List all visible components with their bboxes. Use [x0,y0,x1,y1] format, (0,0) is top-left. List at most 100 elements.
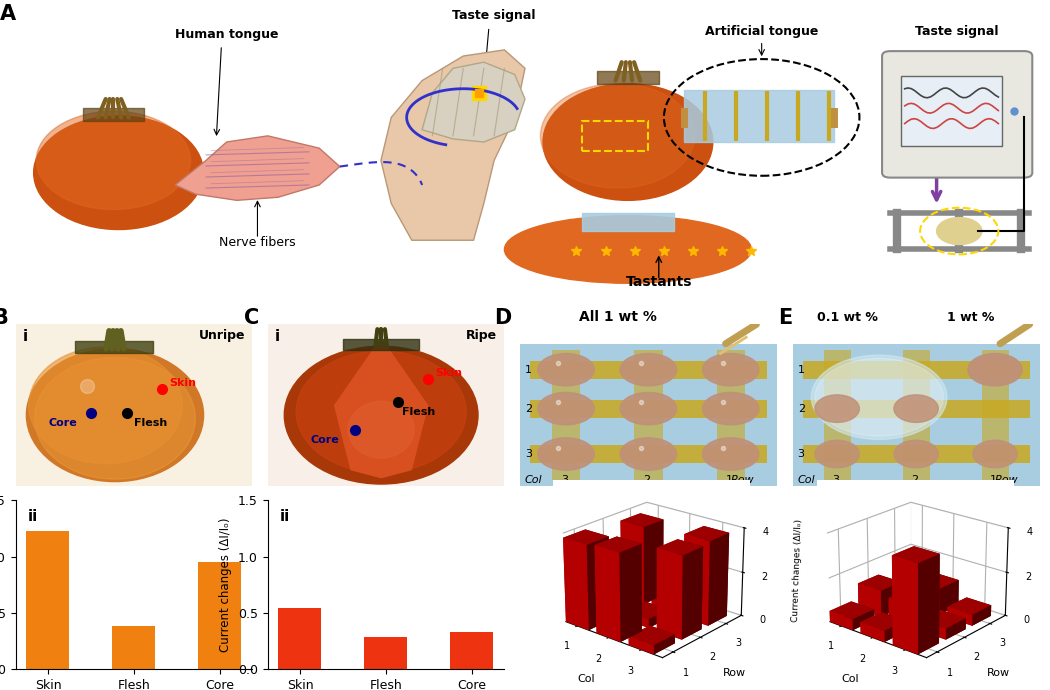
Text: All 1 wt %: All 1 wt % [579,310,656,324]
Text: Unripe: Unripe [198,329,245,342]
Ellipse shape [968,353,1023,386]
FancyBboxPatch shape [716,351,744,480]
Text: 3: 3 [561,475,568,485]
Ellipse shape [541,83,695,188]
Ellipse shape [702,353,759,386]
FancyBboxPatch shape [802,400,1030,417]
Ellipse shape [815,395,859,422]
Text: 1: 1 [990,475,998,485]
Ellipse shape [621,353,676,386]
FancyBboxPatch shape [634,351,663,480]
Text: 1: 1 [726,475,733,485]
Text: ii: ii [279,509,290,524]
Bar [112,627,155,669]
Text: Col: Col [525,475,543,485]
Text: E: E [778,308,792,328]
Polygon shape [381,50,525,240]
Text: 0.1 wt %: 0.1 wt % [817,311,878,324]
FancyBboxPatch shape [530,361,766,379]
Text: Ripe: Ripe [466,329,497,342]
FancyBboxPatch shape [901,77,1003,146]
FancyBboxPatch shape [16,324,252,486]
Text: Core: Core [48,418,78,428]
Text: Taste signal: Taste signal [453,9,536,22]
Polygon shape [175,136,340,200]
Polygon shape [422,62,525,142]
FancyBboxPatch shape [982,351,1009,480]
FancyBboxPatch shape [520,344,777,486]
FancyBboxPatch shape [903,351,929,480]
FancyBboxPatch shape [802,445,1030,463]
Ellipse shape [285,346,478,484]
Text: A: A [0,4,17,24]
Text: Row: Row [995,475,1018,485]
Bar [278,609,321,669]
Ellipse shape [26,348,204,482]
Text: Flesh: Flesh [134,418,167,428]
Text: Artificial tongue: Artificial tongue [705,25,818,37]
Ellipse shape [894,440,939,468]
Ellipse shape [36,111,191,210]
Text: 2: 2 [525,404,532,414]
FancyBboxPatch shape [823,351,851,480]
Text: 3: 3 [525,449,532,460]
X-axis label: Col: Col [842,673,859,684]
Text: i: i [23,329,28,344]
Text: C: C [244,308,259,328]
Text: Nerve fibers: Nerve fibers [219,237,296,249]
Text: Core: Core [311,435,339,444]
Text: 1: 1 [798,365,804,375]
FancyBboxPatch shape [552,351,581,480]
Text: B: B [0,308,8,328]
FancyBboxPatch shape [685,90,834,142]
Ellipse shape [538,353,594,386]
Ellipse shape [504,216,752,283]
Text: 1 wt %: 1 wt % [947,311,994,324]
Bar [198,562,242,669]
Ellipse shape [894,395,939,422]
Text: Row: Row [731,475,754,485]
Ellipse shape [812,355,947,440]
FancyBboxPatch shape [802,361,1030,379]
Text: 3: 3 [833,475,839,485]
FancyBboxPatch shape [530,445,766,463]
Circle shape [937,217,982,244]
FancyBboxPatch shape [582,213,674,231]
Ellipse shape [34,116,204,230]
Bar [364,637,407,669]
Y-axis label: Row: Row [986,668,1010,678]
Text: Tastants: Tastants [626,275,692,289]
Ellipse shape [348,402,414,458]
Bar [26,531,69,669]
Ellipse shape [538,438,594,471]
Text: Human tongue: Human tongue [175,28,278,41]
Ellipse shape [538,393,594,425]
Ellipse shape [815,440,859,468]
Ellipse shape [296,351,466,473]
FancyBboxPatch shape [882,51,1032,177]
FancyBboxPatch shape [268,324,504,486]
Y-axis label: Current changes (ΔI/Iₒ): Current changes (ΔI/Iₒ) [219,518,232,652]
Ellipse shape [621,438,676,471]
Text: Skin: Skin [436,368,462,378]
Text: i: i [275,329,280,344]
Ellipse shape [35,357,195,479]
Text: Skin: Skin [169,378,196,388]
Ellipse shape [815,358,943,436]
Ellipse shape [702,393,759,425]
Text: 2: 2 [644,475,650,485]
FancyBboxPatch shape [530,400,766,417]
Text: 2: 2 [798,404,804,414]
Text: 3: 3 [798,449,804,460]
Ellipse shape [621,393,676,425]
Text: Col: Col [798,475,815,485]
Text: D: D [494,308,511,328]
X-axis label: Col: Col [578,673,595,684]
Ellipse shape [973,440,1017,468]
Ellipse shape [702,438,759,471]
Text: Taste signal: Taste signal [916,25,999,37]
FancyBboxPatch shape [793,344,1040,486]
Text: Flesh: Flesh [402,407,436,417]
PathPatch shape [334,337,428,478]
Y-axis label: Row: Row [722,668,746,678]
